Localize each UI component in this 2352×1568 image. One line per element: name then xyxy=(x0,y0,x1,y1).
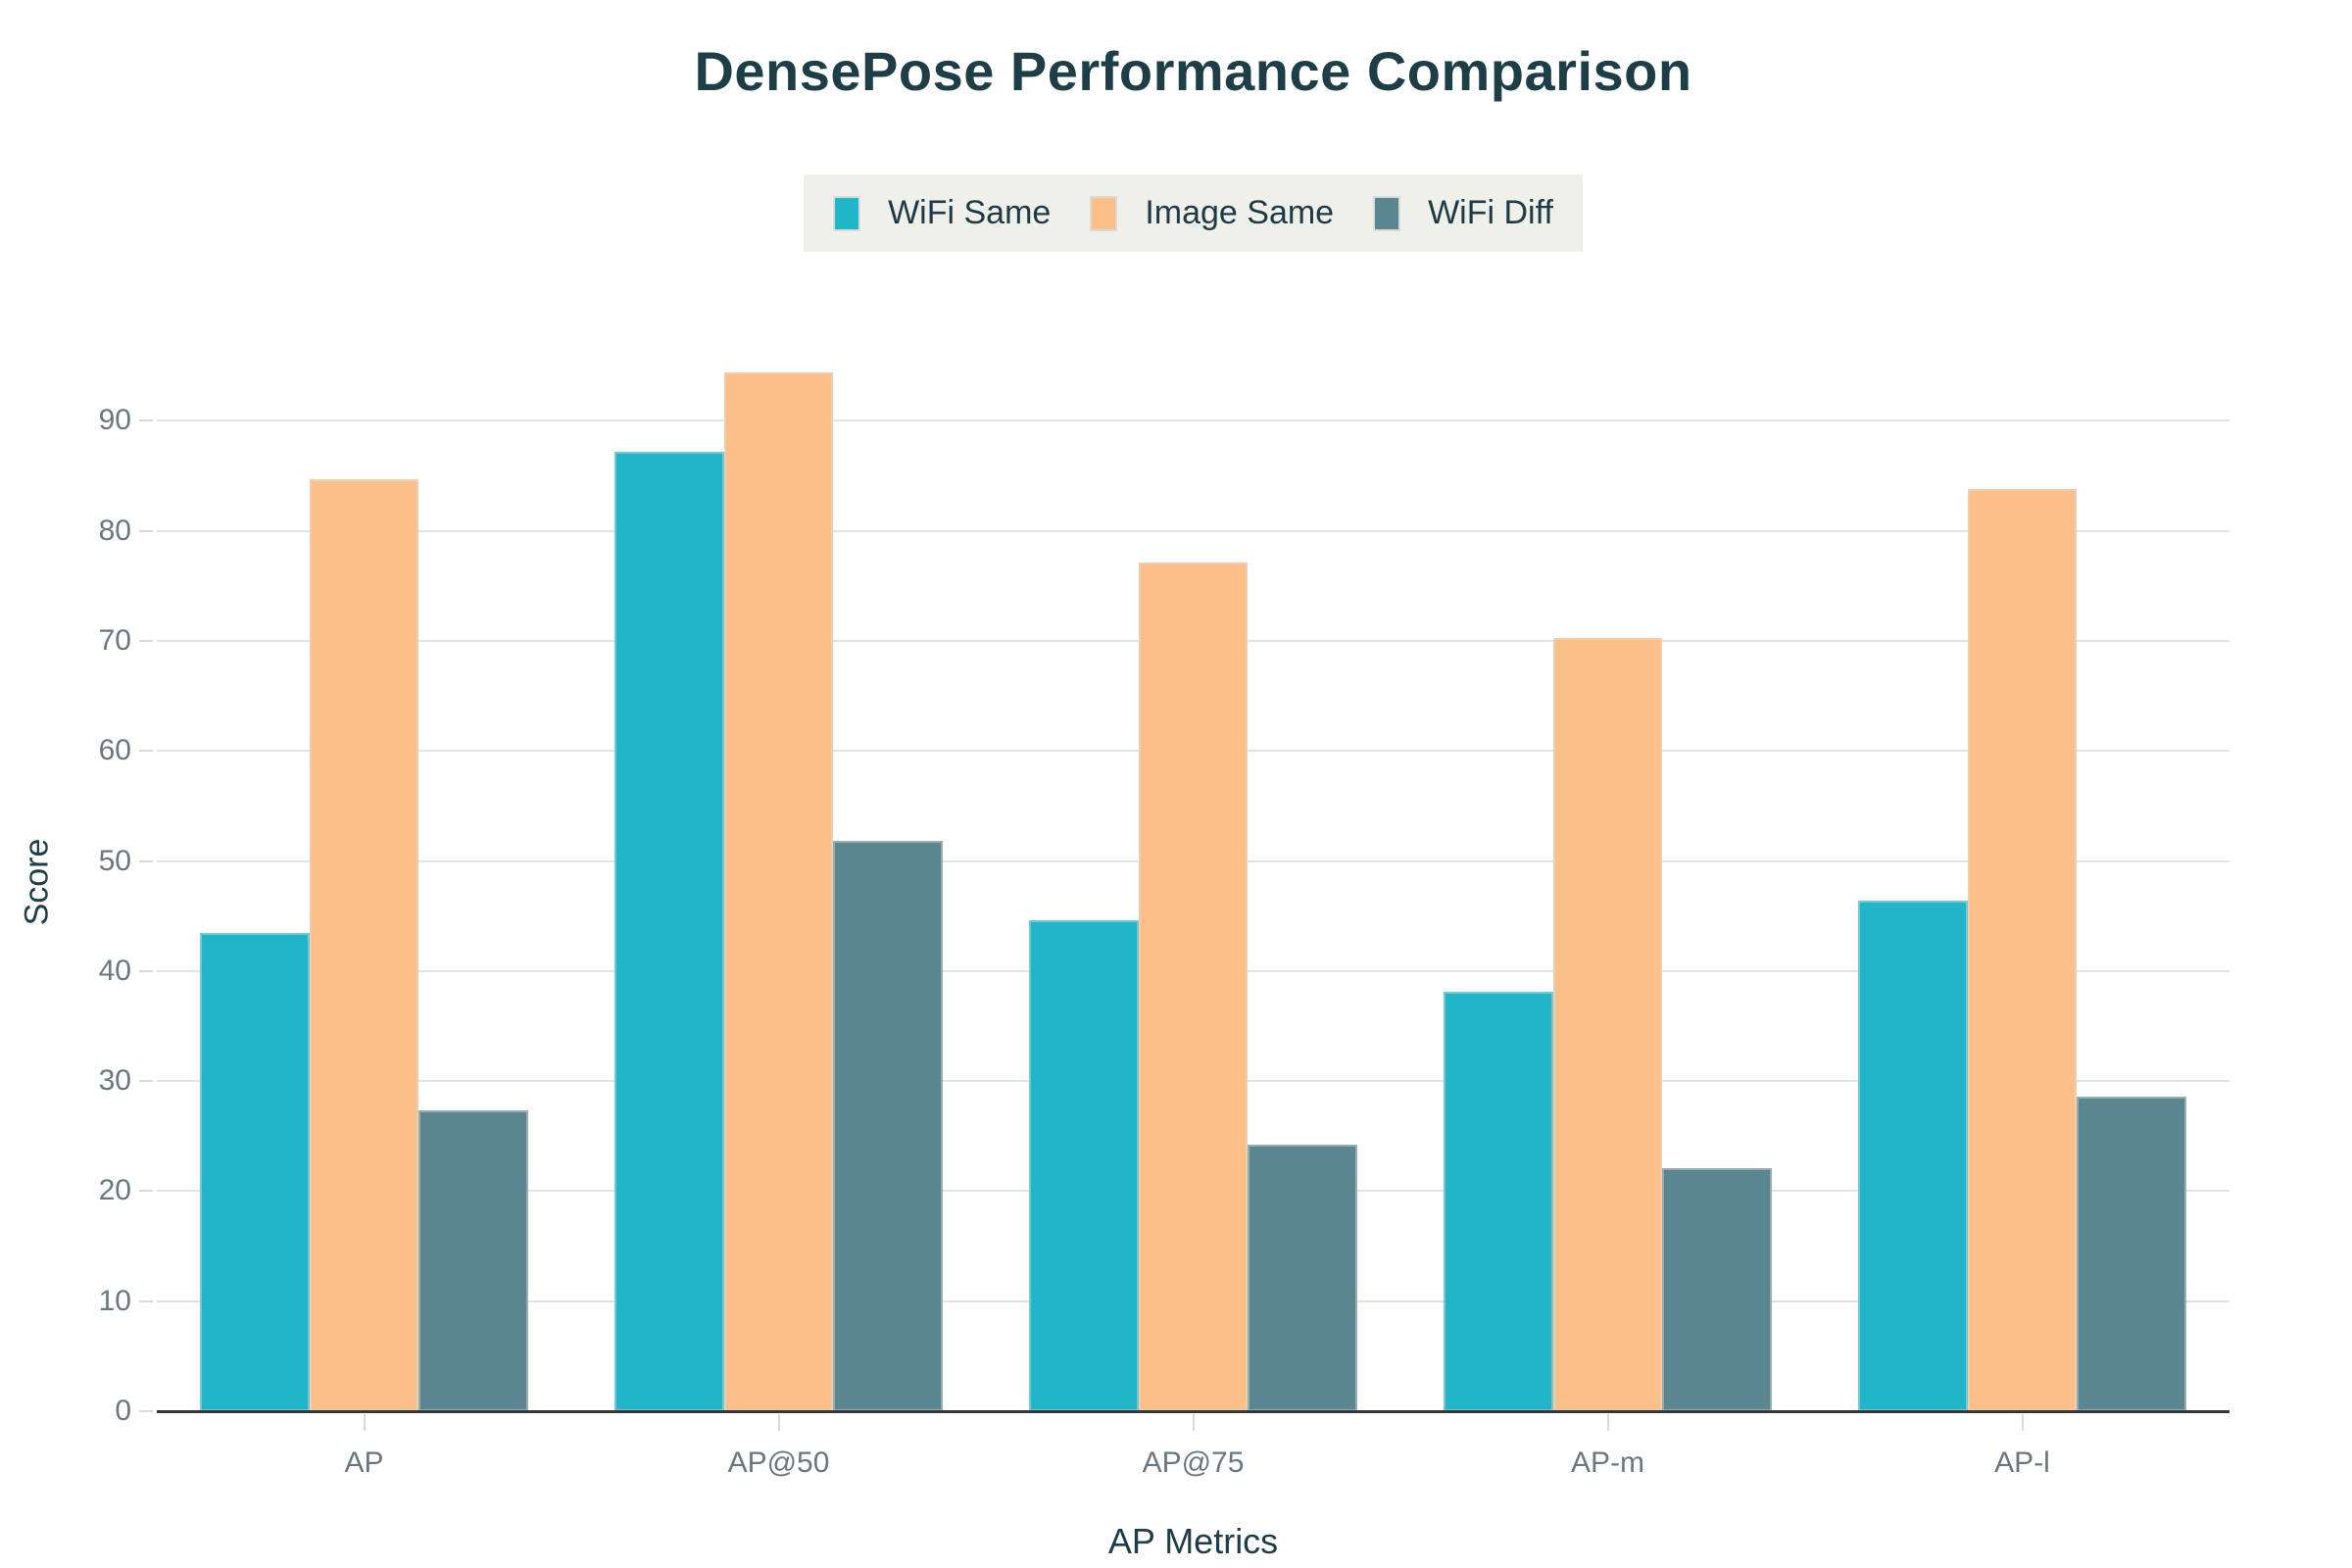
y-tick-mark xyxy=(139,639,153,642)
x-tick-mark xyxy=(777,1414,780,1431)
bar-wifi-same-ap-m xyxy=(1444,992,1553,1411)
y-axis-title: Score xyxy=(18,838,56,926)
category-band-ap-75 xyxy=(986,355,1400,1411)
legend-swatch-image-same xyxy=(1090,195,1118,231)
x-tick-label: AP@75 xyxy=(1142,1446,1245,1479)
bar-image-same-ap-m xyxy=(1552,637,1663,1411)
y-tick-label: 60 xyxy=(98,734,131,767)
gridline-90 xyxy=(157,419,2230,422)
legend-swatch-wifi-diff xyxy=(1373,195,1401,231)
x-axis-title: AP Metrics xyxy=(1107,1521,1279,1561)
category-band-ap-m xyxy=(1400,355,1815,1411)
y-tick-mark xyxy=(139,1299,153,1302)
y-tick-mark xyxy=(139,750,153,753)
x-axis-line xyxy=(157,1410,2230,1413)
bar-wifi-same-ap-50 xyxy=(614,451,724,1411)
legend-label: WiFi Same xyxy=(888,194,1052,231)
chart-title: DensePose Performance Comparison xyxy=(694,40,1692,102)
bar-wifi-same-ap-75 xyxy=(1029,920,1139,1411)
category-band-ap-50 xyxy=(571,355,986,1411)
y-tick-mark xyxy=(139,1080,153,1083)
bar-wifi-diff-ap xyxy=(418,1110,528,1411)
bar-image-same-ap-75 xyxy=(1138,563,1249,1411)
bar-wifi-diff-ap-50 xyxy=(833,841,943,1411)
chart-legend: WiFi Same Image Same WiFi Diff xyxy=(804,174,1583,252)
bar-group-ap-50 xyxy=(614,355,943,1411)
bar-group-ap-75 xyxy=(1029,355,1357,1411)
x-tick-mark xyxy=(2021,1414,2024,1431)
y-tick-mark xyxy=(139,859,153,862)
bar-group-ap-m xyxy=(1444,355,1772,1411)
y-tick-label: 20 xyxy=(98,1174,131,1207)
y-tick-label: 30 xyxy=(98,1064,131,1098)
legend-item-image-same[interactable]: Image Same xyxy=(1090,194,1334,232)
bar-wifi-diff-ap-m xyxy=(1662,1167,1772,1411)
legend-label: WiFi Diff xyxy=(1428,194,1553,231)
y-tick-mark xyxy=(139,1410,153,1412)
x-tick-mark xyxy=(363,1414,366,1431)
x-tick-label: AP-m xyxy=(1571,1446,1644,1479)
y-tick-mark xyxy=(139,529,153,532)
legend-item-wifi-same[interactable]: WiFi Same xyxy=(833,194,1051,232)
y-tick-label: 10 xyxy=(98,1284,131,1317)
bar-group-ap-l xyxy=(1858,355,2186,1411)
y-tick-mark xyxy=(139,419,153,422)
bar-wifi-same-ap-l xyxy=(1858,900,1968,1411)
legend-swatch-wifi-same xyxy=(833,195,861,231)
x-tick-label: AP xyxy=(344,1446,384,1479)
x-tick-mark xyxy=(1192,1414,1195,1431)
bar-image-same-ap-l xyxy=(1967,489,2078,1411)
gridline-80 xyxy=(157,529,2230,532)
bar-image-same-ap-50 xyxy=(723,371,834,1411)
bar-group-ap xyxy=(200,355,528,1411)
category-band-ap xyxy=(157,355,571,1411)
bar-image-same-ap xyxy=(309,478,419,1411)
bar-wifi-same-ap xyxy=(200,932,310,1411)
x-tick-mark xyxy=(1606,1414,1609,1431)
legend-item-wifi-diff[interactable]: WiFi Diff xyxy=(1373,194,1553,232)
y-tick-mark xyxy=(139,969,153,972)
legend-label: Image Same xyxy=(1145,194,1335,231)
y-tick-label: 0 xyxy=(115,1395,131,1427)
bar-wifi-diff-ap-75 xyxy=(1248,1145,1357,1411)
y-tick-mark xyxy=(139,1190,153,1193)
plot-area: 0 10 20 30 40 50 60 70 80 90 AP AP@50 AP@75 AP-m AP-l xyxy=(99,355,2230,1479)
y-tick-label: 50 xyxy=(98,844,131,877)
x-tick-label: AP@50 xyxy=(727,1446,830,1479)
bar-wifi-diff-ap-l xyxy=(2077,1096,2186,1411)
x-tick-label: AP-l xyxy=(1994,1446,2050,1479)
y-tick-label: 80 xyxy=(98,514,131,547)
legend-row: WiFi Same Image Same WiFi Diff xyxy=(157,174,2230,252)
y-tick-label: 40 xyxy=(98,954,131,987)
y-tick-label: 90 xyxy=(98,404,131,437)
category-band-ap-l xyxy=(1815,355,2230,1411)
y-tick-label: 70 xyxy=(98,623,131,657)
